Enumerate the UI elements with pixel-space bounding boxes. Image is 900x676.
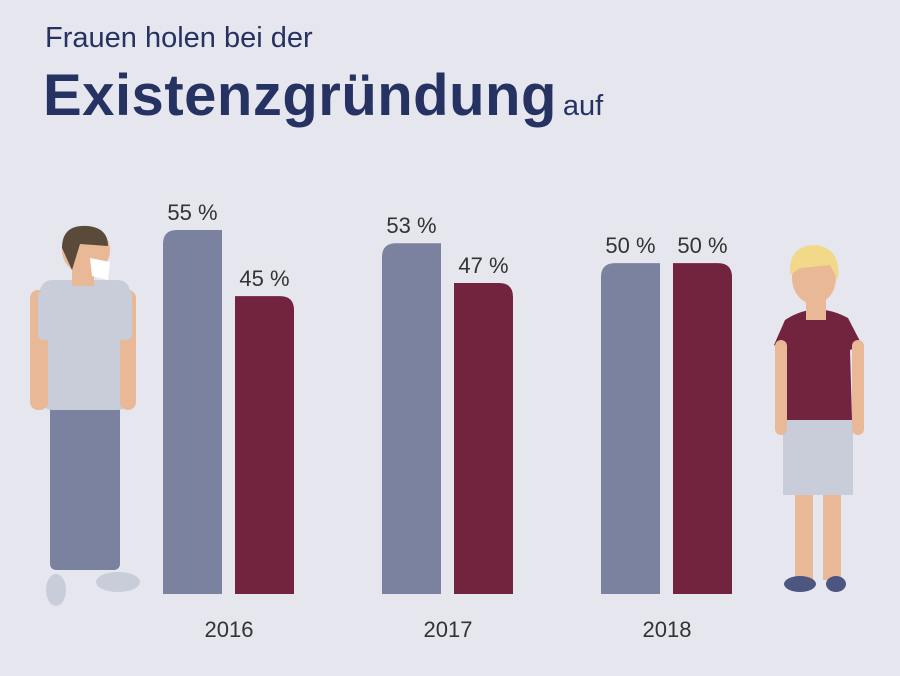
data-label: 47 % bbox=[458, 253, 508, 278]
bar-2017-men bbox=[382, 243, 441, 594]
bar-2018-men bbox=[601, 263, 660, 594]
data-label: 50 % bbox=[605, 233, 655, 258]
title-line1: Frauen holen bei der bbox=[45, 22, 313, 54]
x-tick-label: 2017 bbox=[424, 617, 473, 642]
data-label: 50 % bbox=[677, 233, 727, 258]
title-main: Existenzgründung auf bbox=[43, 62, 603, 129]
title-suffix: auf bbox=[562, 90, 604, 122]
title-main-text: Existenzgründung bbox=[43, 63, 557, 128]
x-tick-label: 2016 bbox=[205, 617, 254, 642]
x-tick-label: 2018 bbox=[643, 617, 692, 642]
data-label: 53 % bbox=[386, 213, 436, 238]
bar-2018-women bbox=[673, 263, 732, 594]
bar-2017-women bbox=[454, 282, 513, 594]
bar-2016-women bbox=[235, 296, 294, 594]
data-label: 55 % bbox=[167, 200, 217, 225]
male-dentist-figure bbox=[30, 225, 140, 606]
bar-2016-men bbox=[163, 230, 222, 594]
data-label: 45 % bbox=[239, 266, 289, 291]
female-dentist-figure bbox=[774, 245, 864, 592]
